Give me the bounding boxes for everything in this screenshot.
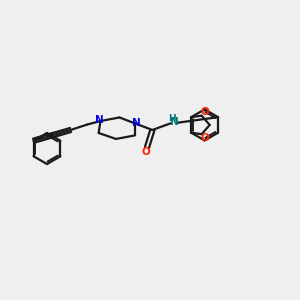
Text: N: N: [170, 117, 179, 127]
Text: O: O: [141, 147, 150, 157]
Text: O: O: [201, 133, 210, 143]
Text: H: H: [168, 114, 176, 123]
Text: O: O: [201, 107, 210, 117]
Text: N: N: [94, 116, 103, 125]
Text: N: N: [132, 118, 141, 128]
